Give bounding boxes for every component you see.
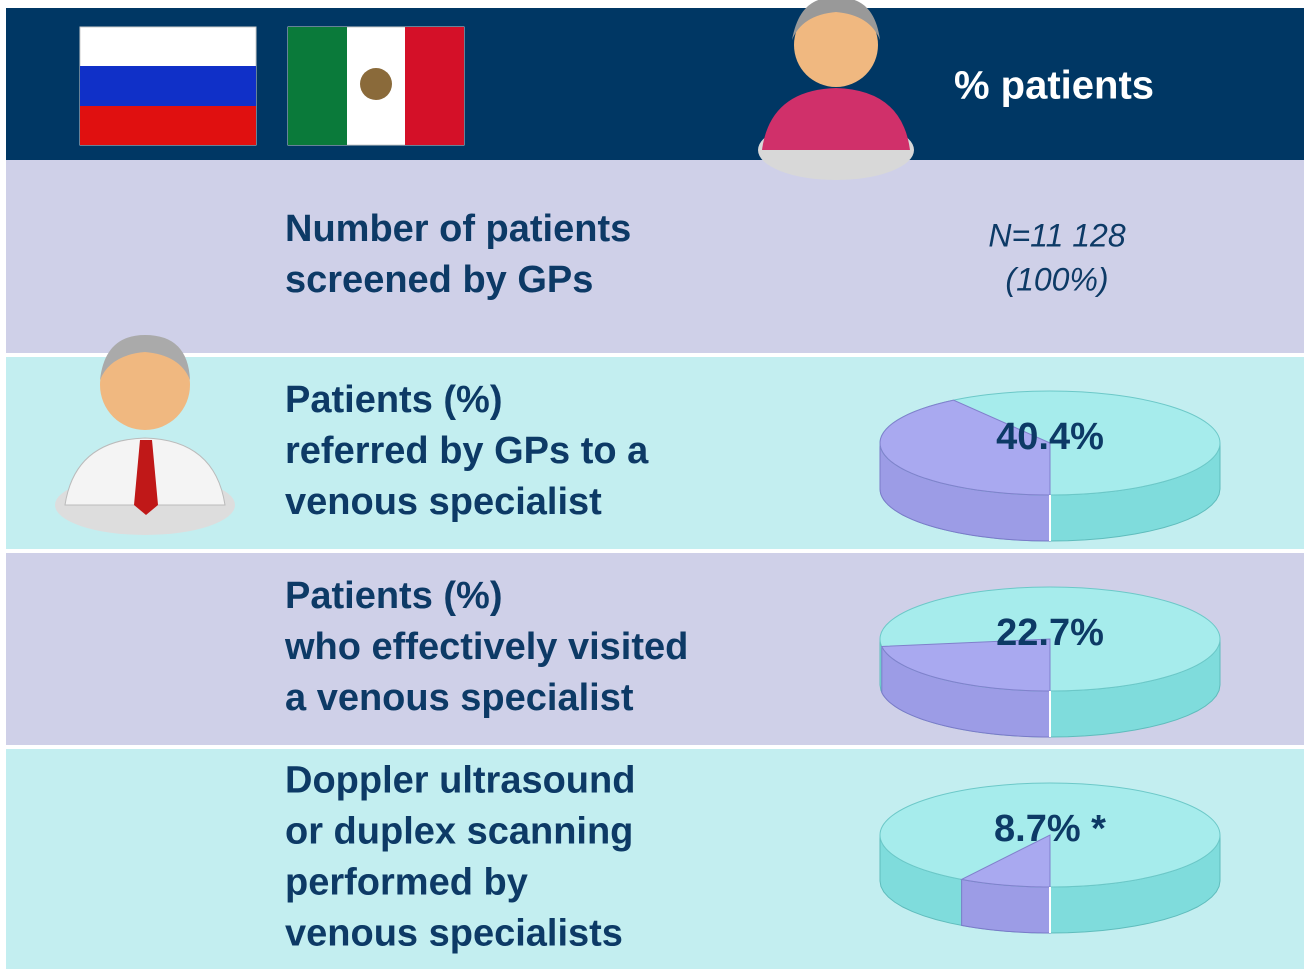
row-label: performed by: [285, 862, 528, 904]
row-label: Patients (%): [285, 379, 502, 421]
value-label: 22.7%: [996, 612, 1104, 654]
pie-slice-side: [961, 878, 1051, 934]
row-label: Doppler ultrasound: [285, 760, 635, 802]
row-label: screened by GPs: [285, 259, 593, 301]
row-label: Number of patients: [285, 208, 631, 250]
mexico-flag: [287, 26, 465, 146]
pie-slice: [879, 399, 1051, 496]
header-title: % patients: [954, 64, 1154, 108]
value-label: 8.7% *: [994, 808, 1106, 850]
row-label: venous specialists: [285, 913, 623, 955]
pie-slice: [880, 638, 1051, 692]
row-label: venous specialist: [285, 481, 602, 523]
patient-icon: [758, 0, 914, 180]
row-label: a venous specialist: [285, 677, 634, 719]
russia-flag: [79, 26, 257, 146]
row-label: Patients (%): [285, 575, 502, 617]
row-bg: [6, 160, 1304, 353]
value-label: (100%): [1005, 261, 1108, 297]
value-label: 40.4%: [996, 416, 1104, 458]
row-label: or duplex scanning: [285, 811, 633, 853]
row-label: who effectively visited: [284, 626, 688, 668]
pie-slice: [960, 834, 1051, 888]
row-label: referred by GPs to a: [285, 430, 649, 472]
doctor-icon: [55, 335, 235, 535]
value-label: N=11 128: [988, 217, 1126, 253]
